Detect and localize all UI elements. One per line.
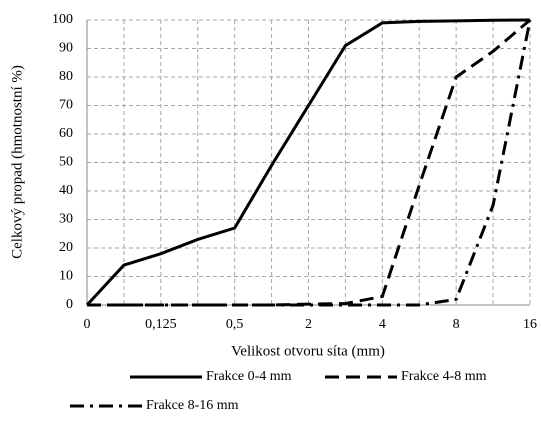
- series-line: [87, 18, 531, 307]
- y-tick-label: 70: [59, 98, 73, 113]
- x-tick-label: 16: [523, 317, 537, 332]
- x-tick-label: 0: [84, 317, 91, 332]
- y-tick-label: 30: [59, 212, 73, 227]
- y-tick-label: 20: [59, 240, 73, 255]
- legend-label: Frakce 8-16 mm: [146, 398, 239, 413]
- y-tick-label: 0: [66, 297, 73, 312]
- y-tick-label: 50: [59, 155, 73, 170]
- y-tick-label: 60: [59, 126, 73, 141]
- y-axis-label: Celkový propad (hmotnostní %): [9, 65, 25, 259]
- y-tick-label: 90: [59, 41, 73, 56]
- series-line: [85, 18, 531, 307]
- y-tick-label: 80: [59, 69, 73, 84]
- y-tick-label: 100: [52, 12, 73, 27]
- legend-label: Frakce 0-4 mm: [206, 369, 292, 384]
- y-tick-label: 10: [59, 269, 73, 284]
- series-line: [87, 19, 532, 307]
- x-tick-label: 4: [379, 317, 386, 332]
- x-axis-label: Velikost otvoru síta (mm): [231, 343, 385, 359]
- y-tick-label: 40: [59, 183, 73, 198]
- x-tick-label: 0,5: [226, 317, 244, 332]
- x-tick-label: 8: [453, 317, 460, 332]
- x-tick-label: 2: [305, 317, 312, 332]
- x-tick-label: 0,125: [145, 317, 177, 332]
- legend-label: Frakce 4-8 mm: [401, 369, 487, 384]
